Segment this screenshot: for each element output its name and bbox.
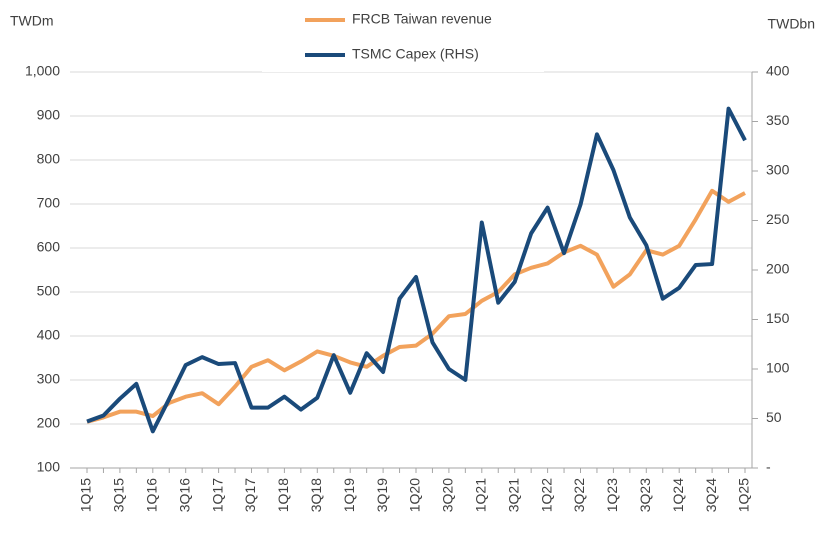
y-tick-label: 700: [37, 195, 61, 211]
y-tick-label: 200: [37, 415, 61, 431]
y2-tick-label: -: [766, 459, 771, 475]
x-tick-label: 3Q22: [571, 478, 587, 512]
legend-label: TSMC Capex (RHS): [352, 46, 479, 62]
x-tick-label: 1Q24: [670, 478, 686, 512]
y-tick-label: 400: [37, 327, 61, 343]
x-tick-label: 1Q17: [209, 478, 225, 512]
series-line: [86, 106, 747, 434]
x-tick-label: 1Q20: [407, 478, 423, 512]
y2-tick-label: 200: [766, 261, 790, 277]
y2-tick-label: 100: [766, 360, 790, 376]
y-tick-label: 500: [37, 283, 61, 299]
x-tick-label: 1Q18: [275, 478, 291, 512]
x-tick-label: 3Q15: [111, 478, 127, 512]
y2-tick-label: 150: [766, 310, 790, 326]
y2-tick-label: 350: [766, 112, 790, 128]
x-tick-label: 1Q21: [473, 478, 489, 512]
x-tick-label: 1Q19: [341, 478, 357, 512]
y2-tick-label: 250: [766, 211, 790, 227]
y-tick-label: 800: [37, 151, 61, 167]
legend-label: FRCB Taiwan revenue: [352, 11, 492, 27]
x-tick-label: 1Q25: [736, 478, 752, 512]
x-tick-label: 3Q18: [308, 478, 324, 512]
y2-tick-label: 300: [766, 162, 790, 178]
y-tick-label: 900: [37, 107, 61, 123]
x-tick-label: 1Q23: [604, 478, 620, 512]
x-tick-label: 1Q16: [144, 478, 160, 512]
y-tick-label: 1,000: [25, 63, 60, 79]
y-axis-label: TWDm: [10, 13, 54, 29]
series-line: [86, 188, 746, 424]
y-tick-label: 300: [37, 371, 61, 387]
x-tick-label: 3Q20: [440, 478, 456, 512]
y-tick-label: 100: [37, 459, 61, 475]
y-tick-label: 600: [37, 239, 61, 255]
y2-axis-label: TWDbn: [768, 16, 815, 32]
y2-tick-label: 50: [766, 409, 782, 425]
x-tick-label: 3Q21: [505, 478, 521, 512]
x-tick-label: 3Q19: [374, 478, 390, 512]
x-tick-label: 3Q24: [703, 478, 719, 512]
x-tick-label: 3Q23: [637, 478, 653, 512]
x-tick-label: 3Q16: [176, 478, 192, 512]
y2-tick-label: 400: [766, 63, 790, 79]
x-tick-label: 1Q15: [78, 478, 94, 512]
legend-box: [262, 4, 544, 72]
x-tick-label: 3Q17: [242, 478, 258, 512]
x-tick-label: 1Q22: [538, 478, 554, 512]
